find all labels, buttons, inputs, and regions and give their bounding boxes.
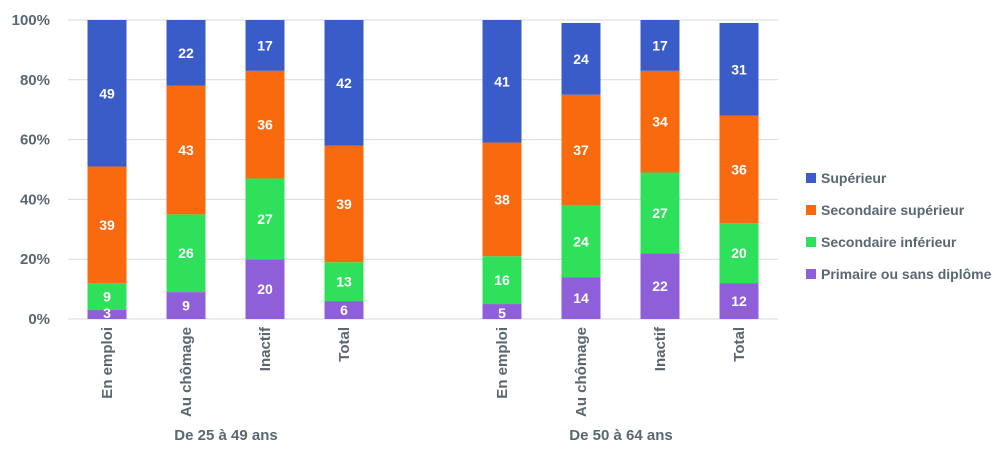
bar-segment	[87, 166, 127, 284]
bar-segment	[482, 142, 522, 257]
data-label: 17	[652, 37, 668, 53]
data-label: 13	[336, 274, 352, 290]
bar-segment	[482, 304, 522, 319]
bar-segment	[324, 301, 364, 319]
bar-segment	[166, 292, 206, 319]
legend-label: Secondaire inférieur	[821, 234, 957, 250]
data-label: 20	[257, 281, 273, 297]
y-tick-label: 80%	[20, 72, 50, 89]
data-label: 37	[573, 142, 589, 158]
data-label: 43	[178, 142, 194, 158]
data-label: 31	[731, 61, 747, 77]
bar-segment	[482, 256, 522, 305]
x-group-label: De 25 à 49 ans	[174, 427, 277, 444]
x-category-label: Au chômage	[178, 327, 195, 417]
data-label: 5	[498, 305, 506, 321]
bar-segment	[719, 283, 759, 319]
bar-segment	[561, 277, 601, 319]
bar-segment	[245, 259, 285, 319]
data-label: 24	[573, 233, 589, 249]
data-label: 6	[340, 302, 348, 318]
bar-segment	[87, 310, 127, 319]
bar-segment	[719, 223, 759, 284]
y-tick-label: 60%	[20, 132, 50, 149]
bar-segment	[245, 20, 285, 71]
data-label: 36	[257, 117, 273, 133]
data-label: 27	[652, 205, 668, 221]
data-label: 9	[182, 298, 190, 314]
x-axis: En emploi Au chômage Inactif Total En emploi…	[99, 326, 748, 444]
data-label: 9	[103, 289, 111, 305]
x-category-label: Inactif	[257, 326, 274, 371]
bar-segment	[561, 22, 601, 95]
legend-label: Secondaire supérieur	[821, 202, 965, 218]
bar-segment	[245, 178, 285, 260]
data-label: 42	[336, 75, 352, 91]
bar-segment	[166, 85, 206, 215]
bar-segment	[324, 145, 364, 263]
data-label: 27	[257, 211, 273, 227]
data-label: 16	[494, 272, 510, 288]
bar-segment	[87, 283, 127, 311]
x-category-label: Inactif	[652, 326, 669, 371]
legend-swatch	[806, 237, 816, 247]
data-label: 3	[103, 305, 111, 321]
legend-label: Supérieur	[821, 170, 887, 186]
data-label: 38	[494, 191, 510, 207]
x-group-label: De 50 à 64 ans	[569, 427, 672, 444]
bar-segment	[640, 253, 680, 319]
legend-swatch	[806, 173, 816, 183]
y-tick-label: 0%	[28, 311, 50, 328]
data-label: 17	[257, 37, 273, 53]
y-tick-label: 100%	[12, 12, 50, 29]
x-category-label: En emploi	[494, 327, 511, 399]
bar-segment	[482, 20, 522, 143]
bars	[87, 20, 759, 319]
bar-segment	[640, 70, 680, 173]
bar-segment	[640, 172, 680, 254]
y-tick-label: 20%	[20, 251, 50, 268]
bar-segment	[719, 115, 759, 224]
legend-swatch	[806, 269, 816, 279]
bar-segment	[166, 214, 206, 293]
data-label: 34	[652, 114, 668, 130]
bar-segment	[640, 20, 680, 71]
data-label: 24	[573, 51, 589, 67]
legend-label: Primaire ou sans diplôme	[821, 266, 992, 282]
x-category-label: Au chômage	[573, 327, 590, 417]
y-tick-label: 40%	[20, 191, 50, 208]
legend-swatch	[806, 205, 816, 215]
x-category-label: Total	[336, 327, 353, 362]
bar-segment	[324, 262, 364, 302]
data-labels: 3939499264322202736176133942516384114243…	[99, 37, 747, 321]
data-label: 41	[494, 73, 510, 89]
data-label: 22	[652, 278, 668, 294]
data-label: 49	[99, 85, 115, 101]
x-category-label: Total	[731, 327, 748, 362]
x-category-label: En emploi	[99, 327, 116, 399]
y-axis: 0% 20% 40% 60% 80% 100%	[12, 12, 50, 328]
bar-segment	[87, 20, 127, 167]
bar-segment	[245, 70, 285, 179]
data-label: 39	[99, 217, 115, 233]
data-label: 14	[573, 290, 589, 306]
data-label: 12	[731, 293, 747, 309]
bar-segment	[561, 94, 601, 206]
data-label: 39	[336, 196, 352, 212]
bar-segment	[561, 205, 601, 278]
data-label: 36	[731, 162, 747, 178]
bar-segment	[166, 20, 206, 86]
data-label: 22	[178, 45, 194, 61]
bar-segment	[324, 20, 364, 146]
data-label: 20	[731, 245, 747, 261]
bar-segment	[719, 22, 759, 116]
data-label: 26	[178, 245, 194, 261]
legend: Supérieur Secondaire supérieur Secondaire …	[806, 170, 992, 282]
